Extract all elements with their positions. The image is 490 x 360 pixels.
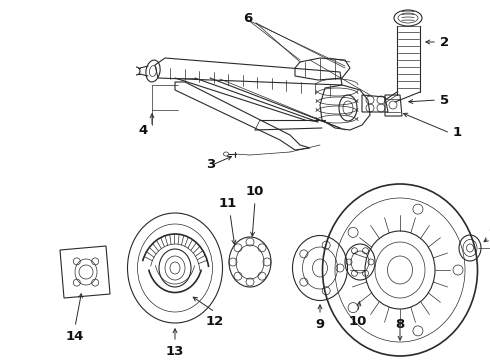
Text: 14: 14 [66,330,84,343]
Text: 3: 3 [206,158,215,171]
Text: 4: 4 [139,123,148,136]
Text: 12: 12 [206,315,224,328]
Text: 1: 1 [453,126,462,139]
Text: 13: 13 [166,345,184,358]
Text: 6: 6 [244,12,253,25]
Text: 10: 10 [246,185,264,198]
Text: 11: 11 [219,197,237,210]
Text: 5: 5 [440,94,449,107]
Text: 7: 7 [488,229,490,242]
Text: 9: 9 [316,318,324,331]
Text: 2: 2 [440,36,449,49]
Text: 8: 8 [395,318,405,331]
Text: 10: 10 [349,315,367,328]
